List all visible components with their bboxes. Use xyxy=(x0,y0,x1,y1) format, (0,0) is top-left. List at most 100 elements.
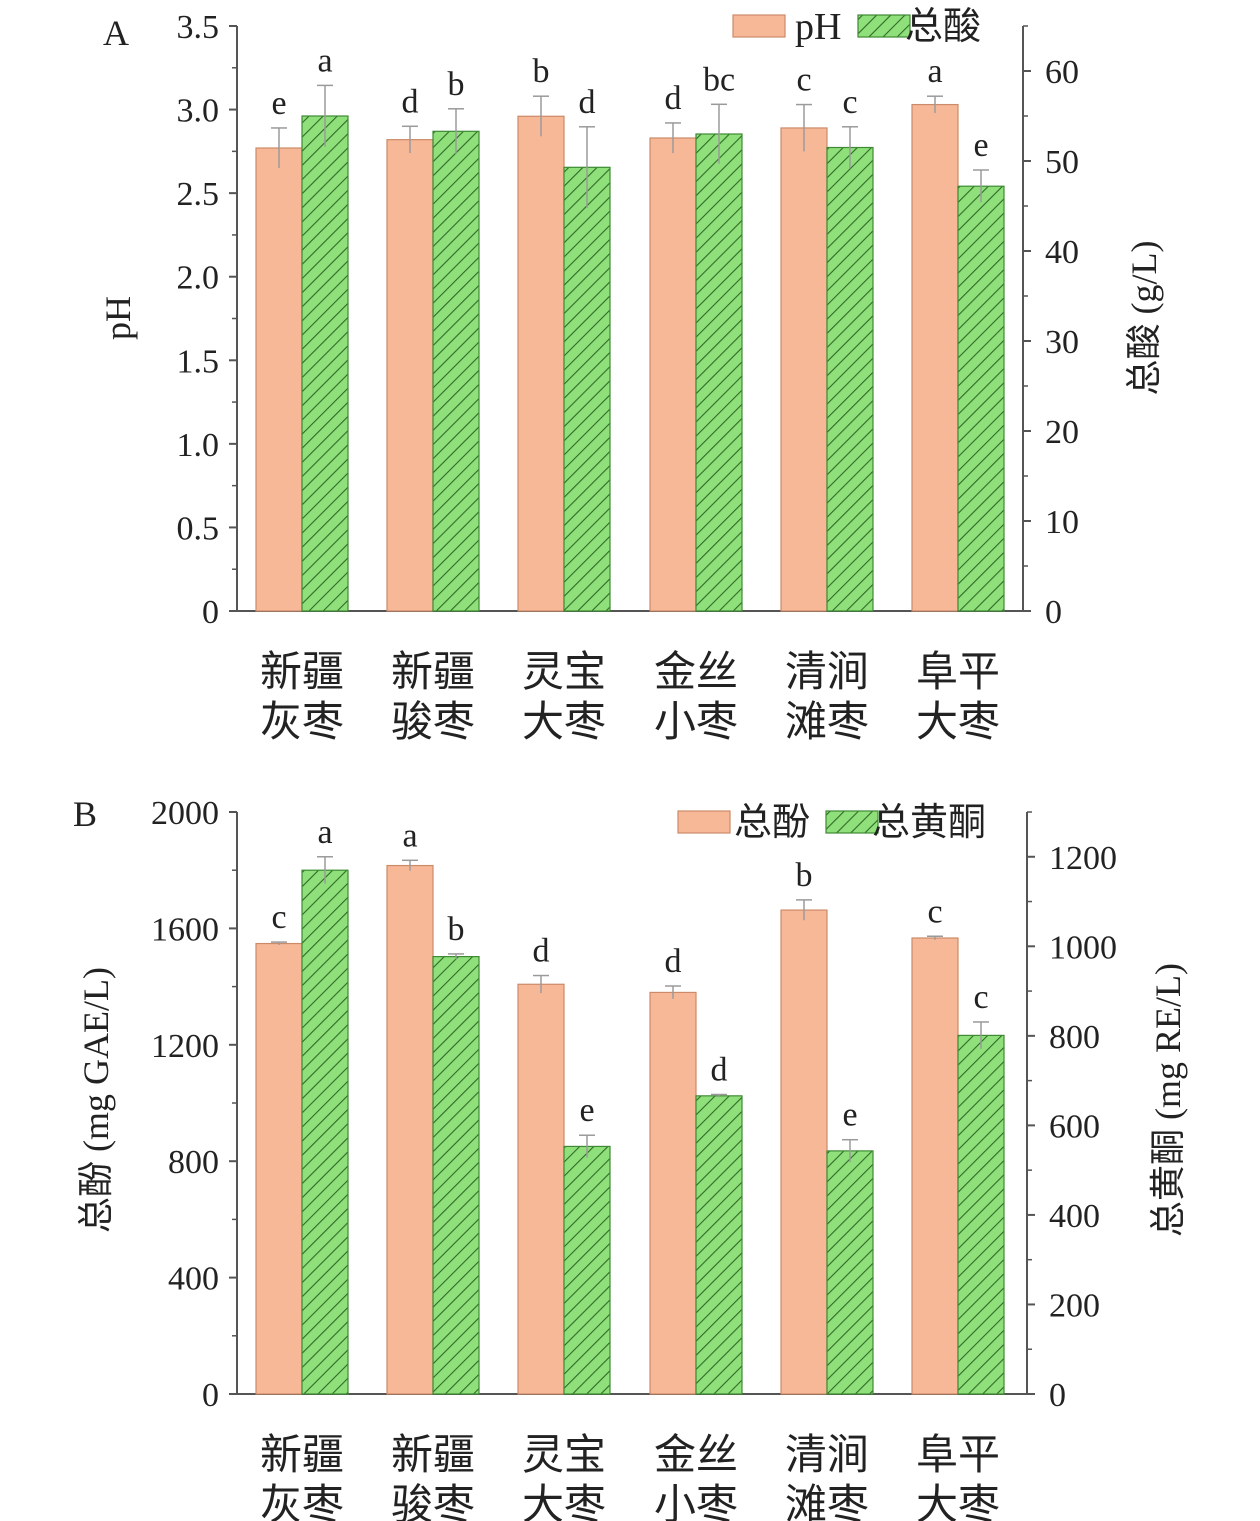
panel-b-left-axis-title: 总酚 (mg GAE/L) xyxy=(76,967,116,1233)
panel-b-left-tick-label: 1600 xyxy=(151,911,219,948)
panel-a-category-label: 新疆 xyxy=(260,650,344,696)
panel-a-bar-series1 xyxy=(911,103,959,612)
panel-a-right-tick-label: 20 xyxy=(1045,414,1079,451)
panel-a-category-label: 灵宝 xyxy=(522,649,606,696)
panel-a-category-label: 滩枣 xyxy=(785,700,869,746)
panel-a-bar-series2 xyxy=(826,146,874,612)
panel-b-bar-series2 xyxy=(563,1145,611,1395)
panel-b-bar-series2 xyxy=(826,1150,874,1395)
panel-a-right-tick-label: 60 xyxy=(1045,54,1079,91)
panel-b-right-tick-label: 600 xyxy=(1049,1108,1100,1145)
panel-a-category-label: 阜平 xyxy=(916,650,1000,696)
panel-a-left-tick-label: 0 xyxy=(202,594,219,631)
panel-a-category-label: 骏枣 xyxy=(391,699,475,746)
panel-a-left-tick-label: 3.5 xyxy=(177,9,220,46)
panel-b-significance-letter: c xyxy=(927,893,942,930)
panel-a-right-tick-label: 30 xyxy=(1045,324,1079,361)
panel-a-bar-series2 xyxy=(432,130,480,612)
panel-b-category-label: 骏枣 xyxy=(391,1482,475,1521)
panel-a-bar-series2 xyxy=(695,133,743,612)
panel-a-left-axis-title: pH xyxy=(98,296,138,340)
panel-a-left-tick-label: 1.0 xyxy=(177,427,220,464)
panel-b-legend-swatch xyxy=(825,810,879,834)
panel-b-left-tick-label: 1200 xyxy=(151,1028,219,1065)
panel-b-significance-letter: d xyxy=(711,1051,728,1088)
panel-a-significance-letter: d xyxy=(579,84,596,121)
panel-a-category-label: 大枣 xyxy=(916,700,1000,746)
panel-b-right-tick-label: 200 xyxy=(1049,1287,1100,1324)
panel-a-significance-letter: a xyxy=(317,42,332,79)
panel-a-legend-swatch xyxy=(732,14,786,38)
panel-a-left-tick-label: 2.5 xyxy=(177,176,220,213)
panel-b-left-tick-label: 2000 xyxy=(151,795,219,832)
panel-b-bar-series1 xyxy=(911,937,959,1395)
panel-b-category-label: 灰枣 xyxy=(260,1483,344,1521)
panel-b-category-label: 金丝 xyxy=(654,1432,738,1479)
panel-a-label: A xyxy=(103,13,129,53)
panel-b-category-label: 新疆 xyxy=(260,1433,344,1479)
panel-a-left-tick-label: 3.0 xyxy=(177,93,220,130)
panel-b-right-tick-label: 1200 xyxy=(1049,840,1117,877)
panel-b-bar-series2 xyxy=(301,869,349,1395)
panel-a-left-tick-label: 2.0 xyxy=(177,260,220,297)
panel-a-left-tick-label: 0.5 xyxy=(177,510,220,547)
panel-a-bar-series2 xyxy=(563,166,611,612)
panel-a-legend-swatch xyxy=(857,14,911,38)
panel-b-significance-letter: e xyxy=(842,1097,857,1134)
panel-b-bar-series1 xyxy=(517,983,565,1395)
panel-b-category-label: 小枣 xyxy=(654,1483,738,1521)
panel-a-significance-letter: e xyxy=(271,85,286,122)
panel-b-significance-letter: c xyxy=(973,979,988,1016)
panel-b-bar-series1 xyxy=(386,864,434,1395)
panel-a-bar-series1 xyxy=(780,127,828,612)
panel-b-significance-letter: d xyxy=(533,933,550,970)
panel-b-category-label: 灵宝 xyxy=(522,1432,606,1479)
panel-a-category-label: 大枣 xyxy=(522,700,606,746)
panel-a-bar-series1 xyxy=(255,147,303,612)
panel-b-right-tick-label: 0 xyxy=(1049,1377,1066,1414)
panel-b-right-tick-label: 800 xyxy=(1049,1019,1100,1056)
panel-b-bar-series1 xyxy=(649,991,697,1395)
panel-a-category-label: 新疆 xyxy=(391,650,475,696)
panel-b-label: B xyxy=(73,794,97,834)
panel-a-bar-series1 xyxy=(517,115,565,612)
panel-b-left-tick-label: 0 xyxy=(202,1377,219,1414)
panel-b-bar-series2 xyxy=(957,1034,1005,1395)
panel-a-legend-label: 总酸 xyxy=(905,6,981,48)
panel-b-significance-letter: b xyxy=(448,911,465,948)
panel-b-category-label: 大枣 xyxy=(916,1483,1000,1521)
panel-a-significance-letter: d xyxy=(665,80,682,117)
panel-a-bar-series2 xyxy=(957,185,1005,612)
panel-a-significance-letter: c xyxy=(796,62,811,99)
panel-a-right-tick-label: 40 xyxy=(1045,234,1079,271)
panel-b-left-tick-label: 400 xyxy=(168,1261,219,1298)
panel-b-left-tick-label: 800 xyxy=(168,1144,219,1181)
panel-a-left-tick-label: 1.5 xyxy=(177,343,220,380)
panel-b-significance-letter: a xyxy=(402,817,417,854)
panel-a-category-label: 灰枣 xyxy=(260,700,344,746)
panel-b-legend-label: 总酚 xyxy=(734,802,810,844)
panel-b-significance-letter: e xyxy=(579,1092,594,1129)
panel-a-significance-letter: b xyxy=(533,53,550,90)
panel-a-significance-letter: b xyxy=(448,66,465,103)
panel-b-right-tick-label: 1000 xyxy=(1049,929,1117,966)
panel-b-significance-letter: c xyxy=(271,899,286,936)
panel-b-bar-series1 xyxy=(780,909,828,1395)
panel-b-category-label: 滩枣 xyxy=(785,1483,869,1521)
panel-b-significance-letter: a xyxy=(317,814,332,851)
panel-a-right-axis-title: 总酸 (g/L) xyxy=(1124,241,1164,396)
panel-a-bar-series1 xyxy=(386,139,434,612)
panel-a-category-label: 金丝 xyxy=(654,649,738,696)
panel-a-right-tick-label: 10 xyxy=(1045,504,1079,541)
panel-b-category-label: 清涧 xyxy=(785,1433,869,1479)
panel-a-right-tick-label: 50 xyxy=(1045,144,1079,181)
panel-b-bar-series2 xyxy=(695,1095,743,1395)
panel-a-significance-letter: a xyxy=(927,53,942,90)
panel-a-significance-letter: e xyxy=(973,127,988,164)
panel-a-significance-letter: d xyxy=(402,83,419,120)
panel-a-category-label: 小枣 xyxy=(654,700,738,746)
panel-a-legend-label: pH xyxy=(795,6,841,48)
panel-a-right-tick-label: 0 xyxy=(1045,594,1062,631)
panel-a-significance-letter: bc xyxy=(703,61,735,98)
